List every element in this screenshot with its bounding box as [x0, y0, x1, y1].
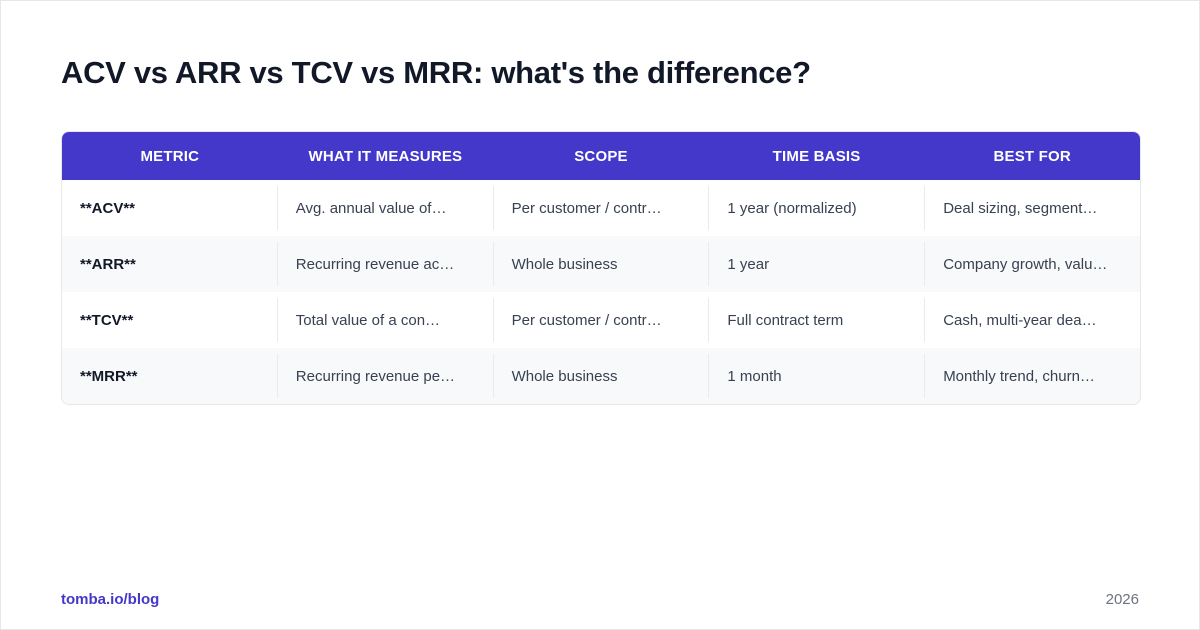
cell-scope: Whole business [492, 242, 709, 286]
cell-time-basis: 1 month [708, 354, 924, 398]
cell-best-for: Company growth, valu… [924, 242, 1140, 286]
cell-time-basis: 1 year [708, 242, 924, 286]
cell-scope: Whole business [492, 354, 709, 398]
column-header-time-basis: TIME BASIS [772, 147, 861, 165]
year-label: 2026 [1105, 591, 1139, 608]
source-label: tomba.io/blog [61, 591, 160, 608]
table-header-row: METRIC WHAT IT MEASURES SCOPE TIME BASIS… [62, 132, 1140, 180]
cell-metric: **MRR** [80, 367, 138, 385]
cell-metric: **TCV** [80, 311, 134, 329]
cell-time-basis: Full contract term [708, 298, 924, 342]
cell-scope: Per customer / contr… [492, 298, 709, 342]
table-row: **TCV** Total value of a con… Per custom… [62, 292, 1140, 348]
column-header-metric: METRIC [140, 147, 200, 165]
cell-what-it-measures: Recurring revenue pe… [276, 354, 493, 398]
column-header-scope: SCOPE [574, 147, 628, 165]
cell-best-for: Cash, multi-year dea… [924, 298, 1140, 342]
cell-what-it-measures: Recurring revenue ac… [276, 242, 493, 286]
table-row: **ACV** Avg. annual value of… Per custom… [62, 180, 1140, 236]
cell-what-it-measures: Total value of a con… [276, 298, 493, 342]
page-title: ACV vs ARR vs TCV vs MRR: what's the dif… [61, 55, 811, 90]
cell-time-basis: 1 year (normalized) [708, 186, 924, 230]
table-row: **ARR** Recurring revenue ac… Whole busi… [62, 236, 1140, 292]
comparison-table: METRIC WHAT IT MEASURES SCOPE TIME BASIS… [61, 131, 1141, 405]
cell-best-for: Monthly trend, churn… [924, 354, 1140, 398]
cell-metric: **ACV** [80, 199, 136, 217]
cell-metric: **ARR** [80, 255, 136, 273]
table-row: **MRR** Recurring revenue pe… Whole busi… [62, 348, 1140, 404]
cell-best-for: Deal sizing, segment… [924, 186, 1140, 230]
column-header-best-for: BEST FOR [993, 147, 1071, 165]
cell-scope: Per customer / contr… [492, 186, 709, 230]
cell-what-it-measures: Avg. annual value of… [276, 186, 493, 230]
column-header-what-it-measures: WHAT IT MEASURES [308, 147, 463, 165]
